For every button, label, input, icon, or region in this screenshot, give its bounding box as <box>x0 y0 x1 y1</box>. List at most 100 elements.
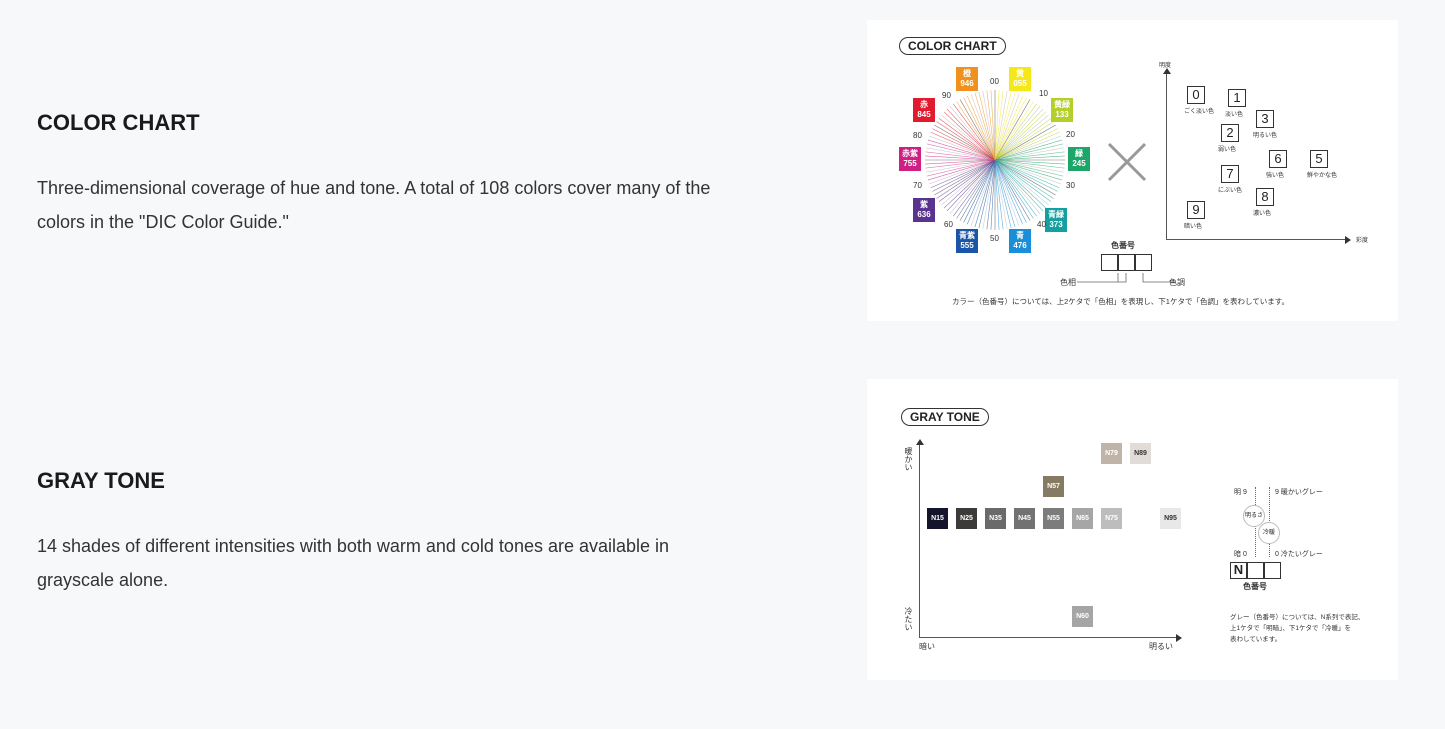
hue-line <box>949 159 996 214</box>
bright-label: 明るい <box>1149 642 1173 651</box>
hue-name: 青緑 <box>1048 210 1064 219</box>
gray-chip: N55 <box>1043 508 1064 529</box>
gray-chip: N60 <box>1072 606 1093 627</box>
hue-line <box>952 103 996 161</box>
hue-chip: 青 476 <box>1009 229 1031 253</box>
n-cell: N <box>1230 562 1247 579</box>
hue-line <box>994 91 1008 161</box>
hue-line <box>926 143 996 161</box>
warm-9-label: 9 暖かいグレー <box>1275 489 1323 496</box>
hue-line <box>994 159 1004 230</box>
hue-line <box>986 159 996 230</box>
tone-box: 7 <box>1221 165 1239 183</box>
hue-line <box>994 159 1000 230</box>
hue-line <box>959 159 996 221</box>
hue-line <box>994 90 1004 161</box>
hue-line <box>926 147 996 161</box>
gray-tone-badge: GRAY TONE <box>901 408 989 426</box>
hue-line <box>974 92 996 161</box>
hue-line <box>941 159 996 206</box>
hue-line <box>946 159 996 212</box>
hue-name: 橙 <box>963 69 971 78</box>
hue-line <box>926 159 996 177</box>
gray-note-line: 上1ケタで「明暗」、下1ケタで「冷暖」を <box>1230 625 1351 632</box>
saturation-label: 彩度 <box>1356 238 1369 244</box>
hue-name: 緑 <box>1075 149 1083 158</box>
hue-line <box>929 159 996 185</box>
hue-line <box>925 159 996 169</box>
tone-label: 淡い色 <box>1225 112 1244 118</box>
hue-line <box>994 91 1012 161</box>
hue-line <box>994 92 1016 161</box>
gray-tone-title: GRAY TONE <box>37 468 165 493</box>
hue-line <box>978 159 996 229</box>
hue-name: 黄緑 <box>1054 100 1070 109</box>
hue-line <box>946 108 996 161</box>
multiply-icon <box>1107 142 1147 182</box>
tone-box: 2 <box>1221 124 1239 142</box>
color-chart-title: COLOR CHART <box>37 110 200 135</box>
hue-line <box>994 159 1034 219</box>
hue-line <box>994 101 1034 161</box>
hue-line <box>974 159 996 228</box>
hue-line <box>927 139 996 161</box>
hue-line <box>982 91 996 161</box>
brightness-circle: 明るさ <box>1243 505 1265 527</box>
hue-line <box>963 97 996 161</box>
hue-number: 60 <box>944 220 953 229</box>
hue-line <box>936 159 996 199</box>
tone-label: 暗い色 <box>1184 224 1203 230</box>
hue-line <box>994 117 1052 161</box>
hue-line <box>959 99 996 161</box>
hue-label: 色相 <box>1060 278 1076 287</box>
hue-line <box>994 159 1016 228</box>
hue-line <box>994 159 1024 225</box>
hue-line <box>970 159 996 226</box>
hue-line <box>994 159 1012 229</box>
hue-line <box>994 114 1049 161</box>
color-chart-badge: COLOR CHART <box>899 37 1006 55</box>
hue-line <box>994 155 1065 161</box>
hue-line <box>930 131 996 161</box>
tone-label: 明るい色 <box>1253 133 1278 139</box>
hue-code: 476 <box>1013 241 1027 250</box>
hue-line <box>926 159 996 173</box>
hue-line <box>994 159 1020 226</box>
hue-code: 245 <box>1072 159 1086 168</box>
hue-line <box>994 111 1047 161</box>
tone-label: 鮮やかな色 <box>1307 173 1338 179</box>
hue-line <box>994 147 1064 161</box>
tone-box: 1 <box>1228 89 1246 107</box>
hue-line <box>949 106 996 161</box>
hue-name: 赤 <box>920 100 928 109</box>
hue-line <box>994 159 1061 185</box>
gray-note-line: 表わしています。 <box>1230 636 1282 643</box>
gray-chip: N75 <box>1101 508 1122 529</box>
hue-line <box>929 135 996 161</box>
hue-line <box>925 159 996 165</box>
warmth-circle: 冷暖 <box>1258 522 1280 544</box>
hue-line <box>994 106 1041 161</box>
gray-chip: N65 <box>1072 508 1093 529</box>
hue-line <box>994 159 1031 221</box>
tone-label: ごく淡い色 <box>1184 109 1215 115</box>
brightness-axis <box>919 637 1177 638</box>
hue-number: 10 <box>1039 89 1048 98</box>
hue-name: 紫 <box>920 200 928 209</box>
hue-line <box>994 94 1020 161</box>
hue-chip: 赤紫 755 <box>899 147 921 171</box>
hue-name: 青 <box>1016 231 1024 240</box>
gray-chip: N45 <box>1014 508 1035 529</box>
tone-label: 濃い色 <box>1253 211 1272 217</box>
hue-line <box>943 111 996 161</box>
arrow-right-icon <box>1345 236 1351 244</box>
hue-line <box>994 159 1038 217</box>
dark-label: 暗い <box>919 642 935 651</box>
color-note: カラー（色番号）については、上2ケタで「色相」を表現し、下1ケタで「色調」を表わ… <box>952 297 1289 306</box>
light-9-label: 明 9 <box>1234 489 1247 496</box>
hue-name: 赤紫 <box>902 149 918 158</box>
warm-label: 暖かい <box>904 447 913 471</box>
gray-tone-description: 14 shades of different intensities with … <box>37 536 670 590</box>
hue-chip: 赤 845 <box>913 98 935 122</box>
tone-label: にぶい色 <box>1218 188 1243 194</box>
